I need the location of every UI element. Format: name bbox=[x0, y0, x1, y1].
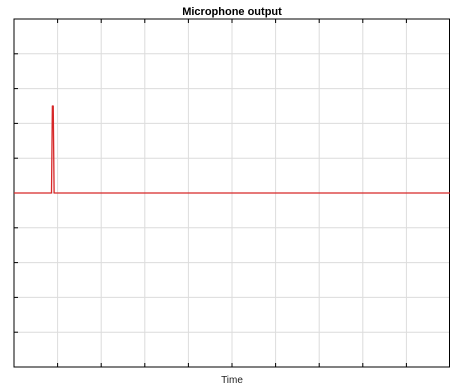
series-layer bbox=[14, 105, 450, 194]
axis-ticks bbox=[14, 19, 407, 367]
chart-title: Microphone output bbox=[182, 6, 282, 18]
x-axis-label: Time bbox=[221, 375, 243, 385]
signal-series-line bbox=[14, 105, 450, 194]
